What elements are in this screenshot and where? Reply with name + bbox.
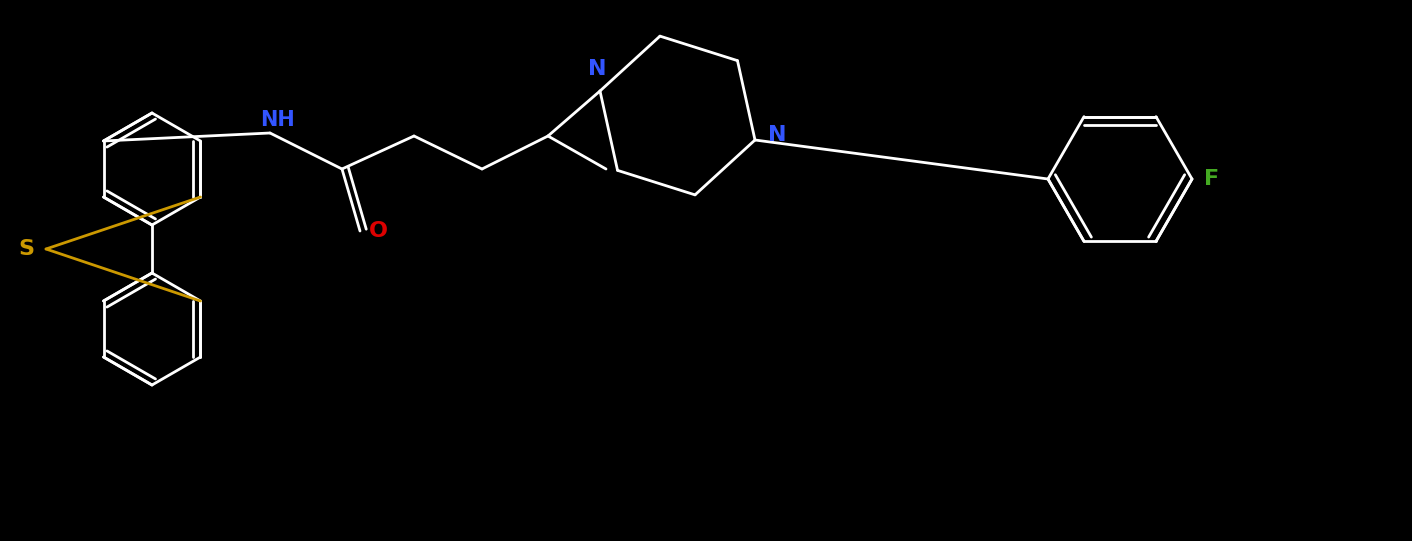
- Text: F: F: [1204, 169, 1220, 189]
- Text: N: N: [587, 59, 606, 79]
- Text: O: O: [369, 221, 387, 241]
- Text: NH: NH: [261, 110, 295, 130]
- Text: N: N: [768, 125, 786, 145]
- Text: S: S: [18, 239, 34, 259]
